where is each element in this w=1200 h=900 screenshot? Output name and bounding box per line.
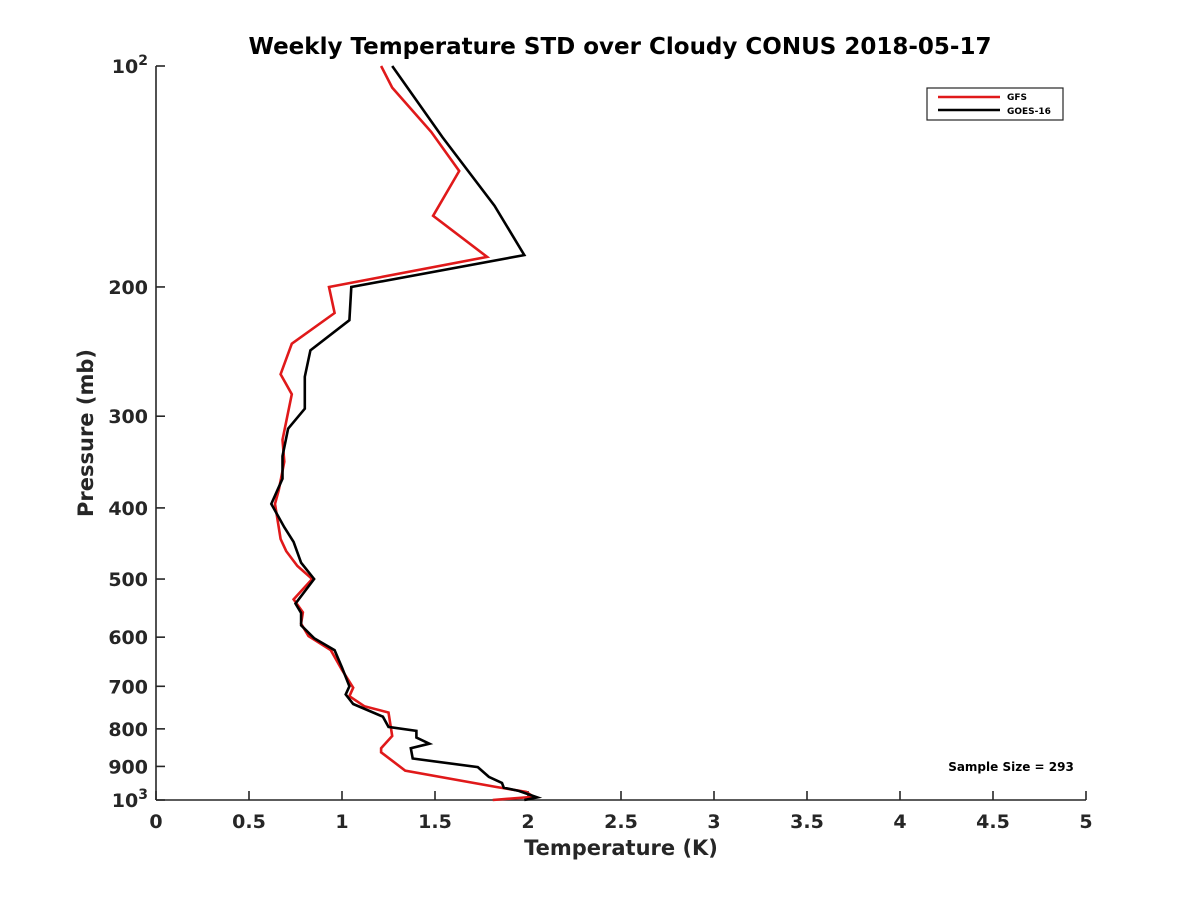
- x-tick-label: 1.5: [418, 811, 452, 833]
- y-tick-base: 10: [112, 790, 138, 812]
- x-tick-label: 4.5: [976, 811, 1010, 833]
- legend: GFS GOES-16: [926, 87, 1064, 121]
- legend-goes16-label: GOES-16: [1007, 107, 1051, 117]
- x-axis-label: Temperature (K): [524, 836, 718, 860]
- y-tick-label: 500: [108, 569, 148, 591]
- y-tick-label: 300: [108, 406, 148, 428]
- x-tick-label: 0.5: [232, 811, 266, 833]
- y-tick-base: 10: [112, 56, 138, 78]
- y-tick-label: 200: [108, 277, 148, 299]
- y-tick-exponent: 3: [138, 787, 148, 803]
- y-tick-label: 900: [108, 756, 148, 778]
- plot-area: [269, 65, 543, 802]
- y-tick-label: 600: [108, 627, 148, 649]
- legend-gfs-label: GFS: [1007, 93, 1027, 103]
- y-tick-label: 103: [112, 787, 148, 812]
- y-axis-label: Pressure (mb): [74, 349, 98, 517]
- x-tick-label: 2.5: [604, 811, 638, 833]
- y-tick-label: 400: [108, 498, 148, 520]
- x-tick-label: 3: [707, 811, 720, 833]
- y-tick-label: 102: [112, 53, 148, 78]
- x-tick-label: 0: [149, 811, 162, 833]
- y-tick-exponent: 2: [138, 53, 148, 69]
- legend-box: [926, 87, 1064, 121]
- chart-title: Weekly Temperature STD over Cloudy CONUS…: [249, 34, 992, 60]
- x-tick-label: 4: [893, 811, 906, 833]
- x-tick-label: 2: [521, 811, 534, 833]
- x-tick-label: 1: [335, 811, 348, 833]
- y-tick-label: 700: [108, 676, 148, 698]
- x-tick-label: 5: [1079, 811, 1092, 833]
- y-tick-label: 800: [108, 719, 148, 741]
- x-tick-label: 3.5: [790, 811, 824, 833]
- series-line-goes16: [269, 65, 543, 802]
- series-line-gfs: [273, 65, 538, 802]
- sample-size-annotation: Sample Size = 293: [948, 760, 1074, 774]
- x-axis-ticks: 0 0.5 1 1.5 2 2.5 3 3.5 4 4.5 5: [149, 791, 1093, 833]
